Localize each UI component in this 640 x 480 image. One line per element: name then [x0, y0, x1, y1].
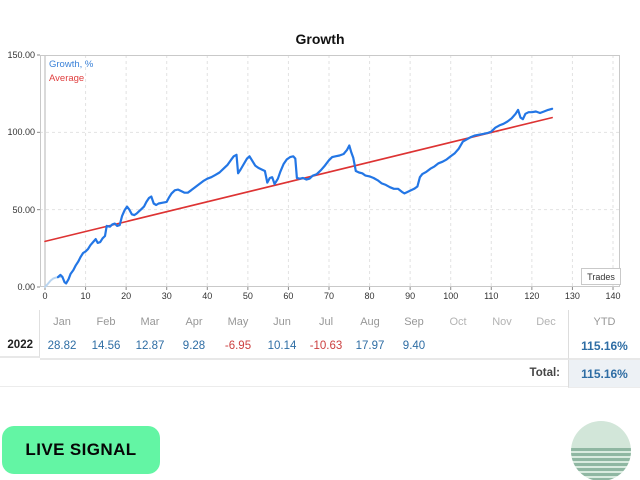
return-jun: 10.14	[260, 334, 304, 360]
legend-growth-label: Growth, %	[49, 59, 94, 70]
x-tick-label: 140	[605, 291, 621, 301]
table-corner-cell	[0, 310, 40, 334]
x-tick-label: 130	[564, 291, 580, 301]
x-tick-label: 120	[524, 291, 540, 301]
return-apr: 9.28	[172, 334, 216, 360]
monthly-returns-table: Jan Feb Mar Apr May Jun Jul Aug Sep Oct …	[0, 310, 640, 388]
y-tick-label: 50.00	[12, 204, 35, 215]
logo-stripes-icon	[571, 448, 631, 480]
month-header-dec: Dec	[536, 316, 556, 328]
x-tick-label: 10	[80, 291, 91, 301]
return-dec	[524, 334, 568, 360]
return-nov	[480, 334, 524, 360]
x-tick-label: 0	[42, 291, 48, 301]
return-feb: 14.56	[84, 334, 128, 360]
total-value: 115.16%	[568, 360, 640, 388]
month-header-apr: Apr	[185, 316, 203, 328]
return-may: -6.95	[216, 334, 260, 360]
return-oct	[436, 334, 480, 360]
year-label: 2022	[0, 334, 40, 358]
x-tick-label: 100	[443, 291, 459, 301]
ytd-value: 115.16%	[568, 334, 640, 360]
return-jul: -10.63	[304, 334, 348, 360]
series-growth-start	[44, 275, 63, 288]
total-label: Total:	[0, 360, 568, 387]
x-tick-label: 70	[323, 291, 334, 301]
month-header-nov: Nov	[492, 316, 512, 328]
x-tick-label: 30	[161, 291, 172, 301]
return-mar: 12.87	[128, 334, 172, 360]
brand-logo[interactable]	[571, 421, 631, 480]
x-tick-label: 20	[121, 291, 132, 301]
x-tick-label: 50	[242, 291, 253, 301]
month-header-mar: Mar	[140, 316, 160, 328]
return-sep: 9.40	[392, 334, 436, 360]
month-header-oct: Oct	[449, 316, 467, 328]
x-tick-label: 110	[484, 291, 499, 301]
live-signal-button[interactable]: LIVE SIGNAL	[2, 426, 160, 474]
month-header-aug: Aug	[360, 316, 380, 328]
x-tick-label: 90	[405, 291, 416, 301]
x-tick-label: 80	[364, 291, 375, 301]
month-header-jul: Jul	[318, 316, 334, 328]
growth-plot-svg	[37, 54, 620, 290]
month-header-jun: Jun	[273, 316, 291, 328]
growth-chart	[37, 54, 620, 290]
y-tick-label: 150.00	[7, 50, 35, 60]
ytd-header: YTD	[568, 310, 640, 334]
return-aug: 17.97	[348, 334, 392, 360]
month-header-sep: Sep	[404, 316, 424, 328]
return-jan: 28.82	[40, 334, 84, 360]
x-axis-label: Trades	[581, 268, 621, 285]
month-header-feb: Feb	[96, 316, 116, 328]
x-tick-label: 60	[283, 291, 294, 301]
chart-legend: Growth, % Average	[49, 58, 93, 86]
y-tick-label: 100.00	[7, 127, 35, 138]
y-tick-label: 0.00	[17, 282, 35, 292]
series-growth-	[56, 107, 554, 285]
legend-average-label: Average	[49, 73, 85, 84]
month-header-may: May	[227, 316, 249, 328]
month-header-jan: Jan	[53, 316, 71, 328]
x-tick-label: 40	[202, 291, 213, 301]
chart-title: Growth	[295, 31, 345, 47]
